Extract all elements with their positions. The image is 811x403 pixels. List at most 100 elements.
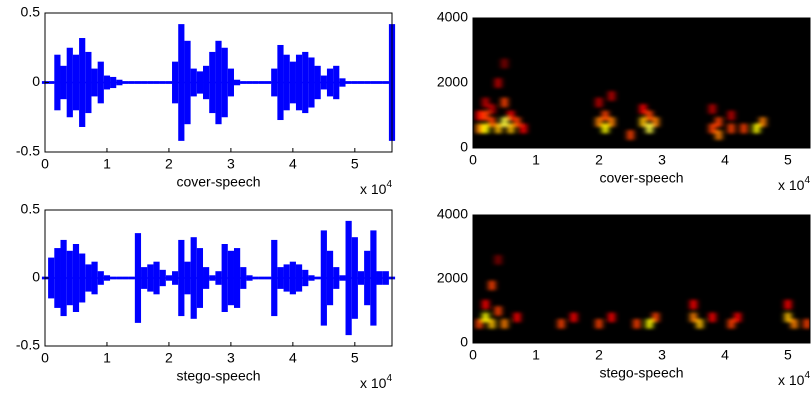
y-tick-label: 0 [460,334,468,350]
y-tick-label: 0 [460,139,468,155]
y-tick-label: 4000 [437,206,468,222]
spectrogram-cell [595,117,603,127]
spectrogram-cell [501,97,508,108]
waveform-segment [60,65,67,100]
x-multiplier-exponent: 4 [804,370,810,381]
x-multiplier-base: x 10 [778,177,805,193]
waveform-segment [153,81,160,84]
waveform-segment [240,81,247,84]
spectrogram-cell [482,299,489,310]
waveform-segment [370,230,377,326]
waveform-segment [110,76,117,89]
spectrogram-cell [495,255,502,265]
waveform-segment [85,51,92,114]
waveform-segment [147,264,154,292]
spectrogram-cell [709,312,716,323]
x-tick-label: 4 [721,152,729,168]
x-tick-label: 1 [532,152,540,168]
waveform-segment [172,271,179,285]
waveform-segment [227,250,234,306]
spectrogram-cell [507,110,514,121]
waveform-segment [283,54,290,111]
spectrogram-cell [482,312,489,323]
waveform-segment [221,47,228,118]
x-multiplier: x 104 [778,175,810,193]
waveform-segment [258,276,265,280]
waveform-segment [159,269,166,287]
waveform-segment [376,81,383,84]
x-tick-label: 1 [103,156,111,172]
waveform-segment [178,24,185,141]
waveform-segment [271,239,278,317]
x-tick-label: 0 [469,347,477,363]
spectrogram-cell [476,123,483,134]
waveform-segment [54,248,61,308]
spectrogram-cell [507,123,514,134]
x-axis-label: stego-speech [599,365,683,381]
spectrogram-cell [690,299,697,310]
waveform-segment [246,81,253,84]
spectrogram-cell [482,97,489,108]
waveform-segment [190,237,197,319]
spectrogram-cell [482,123,489,134]
spectrogram-cell [501,117,508,127]
waveform-segment [54,54,61,111]
x-tick-label: 3 [227,350,235,366]
spectrogram-cell [608,117,615,127]
x-tick-label: 4 [289,156,297,172]
spectrogram-cell [608,312,615,323]
spectrogram-cell [715,117,722,127]
waveform-segment [277,44,284,121]
y-tick-label: -0.5 [16,143,40,159]
waveform-segment [264,276,272,280]
spectrogram-cell [627,130,634,140]
x-tick-label: 1 [103,350,111,366]
spectrogram-cell [784,312,792,323]
waveform-segment [165,275,173,281]
x-multiplier-exponent: 4 [386,373,392,384]
waveform-segment [382,271,389,285]
x-multiplier-base: x 10 [778,372,805,388]
waveform-segment [357,271,365,285]
waveform-segment [314,65,321,100]
spectrogram-cell [520,123,527,134]
waveform-segment [103,275,111,281]
waveform-segment [271,68,278,97]
spectrogram-cell [791,319,798,329]
x-tick-label: 5 [351,350,359,366]
waveform-segment [141,81,148,84]
spectrogram-cell [646,110,653,121]
waveform-segment [116,79,123,86]
spectrogram-cell [482,110,489,121]
waveform-segment [221,244,228,312]
waveform-segment [178,239,185,317]
waveform-segment [110,276,117,280]
spectrogram [476,58,766,140]
waveform-segment [196,71,204,94]
spectrogram-cell [513,312,521,323]
spectrogram-cell [652,117,659,127]
x-tick-label: 4 [289,350,297,366]
x-multiplier: x 104 [778,370,810,388]
waveform-segment [97,271,104,285]
waveform-segment [240,267,247,289]
waveform-segment [79,253,86,303]
plot-background [473,215,810,343]
waveform-segment [159,81,166,84]
waveform-segment [153,261,160,295]
waveform-segment [277,267,284,289]
spectrogram-cell [690,312,697,323]
waveform-segment [48,81,55,84]
x-axis-label: cover-speech [599,170,683,186]
x-tick-label: 2 [165,156,173,172]
spectrogram-cell [501,58,508,69]
waveform-segment [203,65,210,100]
y-tick-label: 0.5 [21,201,41,217]
spectrogram-cell [558,319,565,329]
spectrogram-cell [740,123,748,134]
y-tick-label: -0.5 [16,337,40,353]
waveform-segment [326,68,334,97]
x-axis-label: cover-speech [176,174,260,190]
waveform-segment [364,81,371,84]
